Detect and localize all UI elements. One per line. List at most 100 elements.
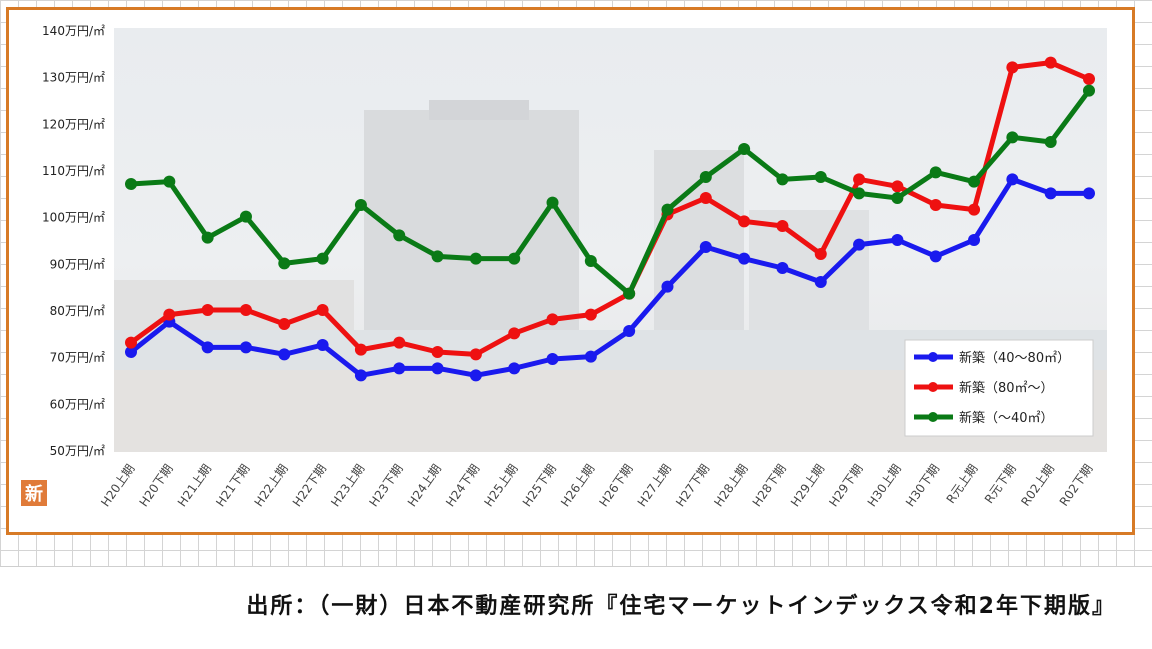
data-point bbox=[1083, 187, 1095, 200]
data-point bbox=[239, 341, 252, 354]
data-point bbox=[1006, 61, 1019, 74]
data-point bbox=[661, 280, 674, 293]
data-point bbox=[623, 287, 636, 300]
data-point bbox=[508, 252, 521, 265]
legend-label: 新築（80㎡～） bbox=[959, 380, 1054, 396]
data-point bbox=[546, 353, 559, 365]
data-point bbox=[853, 187, 866, 200]
data-point bbox=[239, 210, 252, 223]
y-tick-label: 140万円/㎡ bbox=[42, 24, 105, 38]
x-axis: H20上期 H20下期 H21上期 H21下期 H22上期 H22下期 H23上期 H23下期… bbox=[98, 462, 1095, 510]
data-point bbox=[623, 325, 636, 337]
data-point bbox=[968, 234, 981, 246]
data-point bbox=[738, 252, 751, 265]
x-tick-label: R02下期 bbox=[1057, 462, 1096, 509]
data-point bbox=[163, 308, 176, 321]
data-point bbox=[393, 362, 406, 375]
x-tick-label: H27上期 bbox=[635, 462, 674, 510]
data-point bbox=[968, 175, 981, 188]
legend-marker bbox=[928, 412, 938, 422]
x-tick-label: H26上期 bbox=[558, 462, 597, 510]
data-point bbox=[278, 318, 291, 330]
x-tick-label: H29上期 bbox=[788, 462, 827, 510]
data-point bbox=[125, 346, 137, 358]
data-point bbox=[891, 192, 904, 204]
x-tick-label: H23上期 bbox=[328, 462, 367, 510]
x-tick-label: H30下期 bbox=[903, 462, 942, 510]
data-point bbox=[814, 171, 827, 183]
x-tick-label: H30上期 bbox=[865, 462, 904, 510]
data-point bbox=[316, 339, 329, 351]
data-point bbox=[699, 241, 712, 253]
data-point bbox=[699, 171, 712, 183]
data-point bbox=[929, 250, 942, 263]
data-point bbox=[776, 173, 789, 186]
data-point bbox=[431, 346, 444, 358]
chart-frame: 140万円/㎡ 130万円/㎡ 120万円/㎡ 110万円/㎡ 100万円/㎡ 90万円/… bbox=[6, 7, 1135, 535]
data-point bbox=[316, 304, 329, 316]
data-point bbox=[1044, 56, 1057, 69]
x-tick-label: H21上期 bbox=[175, 462, 214, 510]
x-tick-label: H25下期 bbox=[520, 462, 559, 510]
legend-label: 新築（～40㎡） bbox=[959, 410, 1054, 426]
data-point bbox=[699, 192, 712, 204]
data-point bbox=[469, 369, 482, 382]
data-point bbox=[278, 348, 291, 361]
x-tick-label: H22上期 bbox=[252, 462, 291, 510]
data-point bbox=[814, 276, 827, 288]
x-tick-label: R02上期 bbox=[1018, 462, 1057, 509]
legend-label: 新築（40～80㎡） bbox=[959, 350, 1070, 366]
y-tick-label: 80万円/㎡ bbox=[50, 304, 105, 318]
x-tick-label: H24下期 bbox=[443, 462, 482, 510]
y-tick-label: 90万円/㎡ bbox=[50, 257, 105, 271]
data-point bbox=[853, 238, 866, 251]
y-tick-label: 110万円/㎡ bbox=[42, 164, 105, 178]
x-tick-label: H23下期 bbox=[367, 462, 406, 510]
footer-row bbox=[0, 566, 1152, 649]
data-point bbox=[584, 308, 597, 321]
data-point bbox=[661, 203, 674, 216]
data-point bbox=[1044, 136, 1057, 148]
data-point bbox=[738, 143, 751, 155]
data-point bbox=[469, 252, 482, 265]
data-point bbox=[584, 255, 597, 267]
y-tick-label: 120万円/㎡ bbox=[42, 117, 105, 131]
x-tick-label: H28下期 bbox=[750, 462, 789, 510]
data-point bbox=[929, 199, 942, 211]
data-point bbox=[354, 199, 367, 211]
data-point bbox=[546, 313, 559, 326]
background-photo bbox=[114, 28, 1107, 452]
data-point bbox=[201, 341, 214, 354]
x-tick-label: H26下期 bbox=[596, 462, 635, 510]
y-tick-label: 130万円/㎡ bbox=[42, 71, 105, 85]
x-tick-label: H29下期 bbox=[826, 462, 865, 510]
x-tick-label: H27下期 bbox=[673, 462, 712, 510]
data-point bbox=[1083, 84, 1095, 97]
data-point bbox=[278, 257, 291, 270]
data-point bbox=[776, 262, 789, 274]
data-point bbox=[929, 166, 942, 179]
data-point bbox=[546, 196, 559, 209]
x-tick-label: H21下期 bbox=[213, 462, 252, 510]
logo-badge: 新 bbox=[21, 480, 47, 506]
data-point bbox=[125, 336, 137, 349]
data-point bbox=[431, 362, 444, 375]
data-point bbox=[814, 248, 827, 260]
x-tick-label: H24上期 bbox=[405, 462, 444, 510]
data-point bbox=[354, 369, 367, 382]
data-point bbox=[354, 343, 367, 356]
data-point bbox=[163, 175, 176, 188]
x-tick-label: H20下期 bbox=[137, 462, 176, 510]
y-tick-label: 70万円/㎡ bbox=[50, 351, 105, 365]
data-point bbox=[508, 362, 521, 375]
legend: 新築（40～80㎡） 新築（80㎡～） 新築（～40㎡） bbox=[904, 339, 1094, 437]
x-tick-label: R元下期 bbox=[982, 462, 1019, 506]
line-chart: 140万円/㎡ 130万円/㎡ 120万円/㎡ 110万円/㎡ 100万円/㎡ 90万円/… bbox=[21, 24, 1107, 510]
data-point bbox=[1006, 173, 1019, 186]
data-point bbox=[584, 350, 597, 363]
data-point bbox=[891, 180, 904, 193]
y-tick-label: 60万円/㎡ bbox=[50, 397, 105, 411]
legend-marker bbox=[928, 352, 938, 362]
series-line bbox=[129, 176, 1089, 378]
data-point bbox=[316, 252, 329, 265]
